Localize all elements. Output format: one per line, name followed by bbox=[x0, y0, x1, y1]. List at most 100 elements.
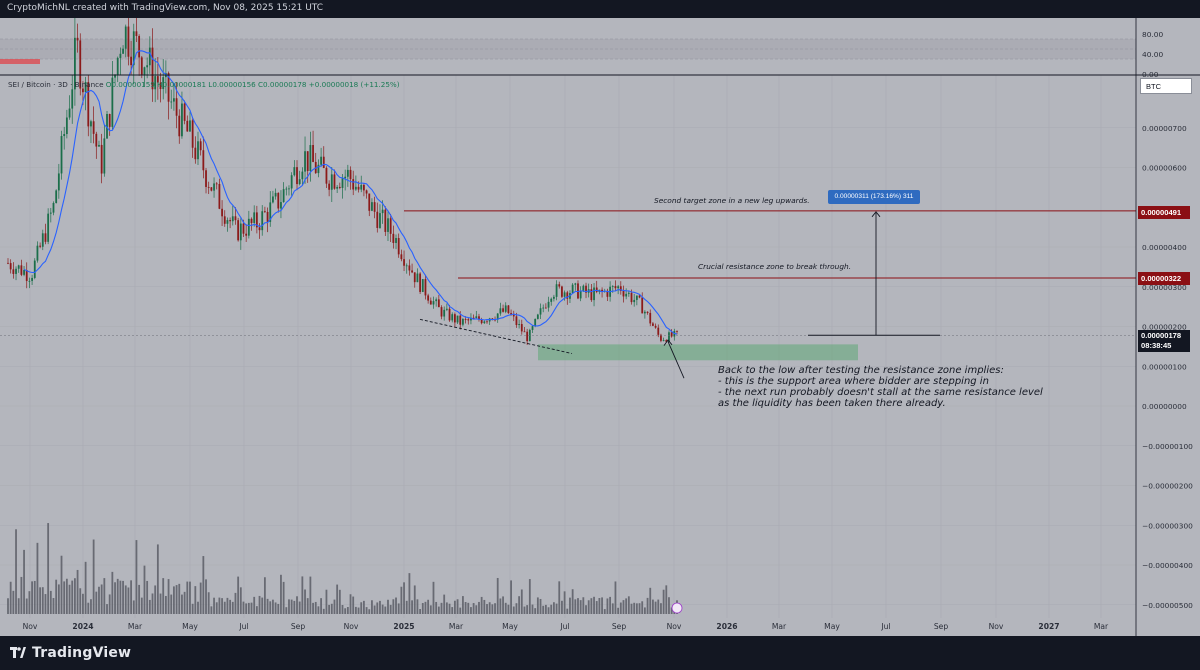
volume-bar bbox=[668, 597, 670, 614]
volume-bar bbox=[507, 604, 510, 614]
volume-bar bbox=[328, 604, 331, 614]
candle-body bbox=[12, 269, 15, 274]
candle-body bbox=[662, 340, 665, 341]
candle-body bbox=[619, 286, 622, 291]
volume-bar bbox=[459, 607, 462, 614]
volume-bar bbox=[122, 580, 124, 614]
volume-bar bbox=[100, 584, 103, 614]
volume-bar bbox=[274, 602, 277, 614]
candle-body bbox=[298, 179, 301, 185]
volume-bar bbox=[601, 597, 603, 614]
candle-body bbox=[585, 285, 587, 293]
volume-bar bbox=[306, 598, 309, 614]
volume-bar bbox=[475, 605, 478, 614]
chart-frame[interactable] bbox=[0, 18, 1200, 636]
volume-bar bbox=[320, 598, 322, 614]
volume-bar bbox=[625, 598, 628, 614]
time-axis-label: Jul bbox=[559, 622, 569, 631]
volume-bar bbox=[338, 589, 341, 614]
volume-bar bbox=[288, 599, 290, 614]
volume-bar bbox=[151, 593, 154, 614]
volume-bar bbox=[173, 586, 175, 614]
candle-body bbox=[57, 173, 60, 191]
volume-bar bbox=[132, 600, 135, 614]
candle-body bbox=[539, 308, 542, 315]
volume-bar bbox=[646, 597, 649, 614]
volume-bar bbox=[523, 606, 526, 614]
volume-bar bbox=[205, 579, 207, 614]
volume-bar bbox=[108, 594, 111, 614]
candle-body bbox=[108, 114, 111, 127]
candle-body bbox=[483, 321, 486, 324]
candle-body bbox=[71, 89, 74, 109]
rsi-axis-label: 80.00 bbox=[1142, 30, 1163, 39]
volume-bar bbox=[146, 580, 149, 614]
candle-body bbox=[183, 103, 186, 121]
volume-bar bbox=[609, 596, 611, 614]
volume-bar bbox=[28, 591, 31, 614]
candle-body bbox=[676, 330, 678, 332]
candle-body bbox=[472, 317, 475, 319]
rsi-panel bbox=[0, 38, 1136, 64]
candle-body bbox=[290, 175, 293, 189]
target-price-tag: 0.00000491 bbox=[1138, 206, 1190, 219]
candle-body bbox=[579, 290, 582, 299]
candle-body bbox=[379, 213, 381, 228]
volume-bar bbox=[574, 599, 577, 614]
volume-bar bbox=[202, 556, 205, 614]
volume-bar bbox=[250, 602, 253, 614]
volume-bar bbox=[237, 576, 240, 614]
volume-bar bbox=[15, 529, 17, 614]
candle-body bbox=[413, 272, 416, 283]
volume-bar bbox=[528, 579, 531, 614]
candle-body bbox=[255, 212, 258, 228]
volume-bar bbox=[349, 594, 352, 614]
volume-bar bbox=[49, 590, 52, 614]
candle-body bbox=[282, 189, 285, 203]
volume-bar bbox=[561, 600, 563, 614]
candle-body bbox=[162, 77, 165, 90]
volume-bar bbox=[116, 578, 119, 614]
chart-canvas[interactable]: 0.00000700 0.00000600 0.00000400 0.00000300… bbox=[0, 18, 1200, 636]
candle-body bbox=[280, 202, 282, 209]
candle-body bbox=[502, 308, 504, 312]
volume-bar bbox=[229, 599, 232, 614]
volume-bar bbox=[598, 598, 601, 614]
candle-body bbox=[17, 265, 20, 269]
volume-bar bbox=[660, 603, 662, 614]
volume-bar bbox=[488, 602, 491, 614]
volume-bar bbox=[57, 584, 60, 614]
volume-bar bbox=[413, 585, 416, 614]
volume-bar bbox=[55, 579, 58, 614]
legend-symbol[interactable]: SEI / Bitcoin · 3D · Binance bbox=[8, 80, 104, 89]
annotation-resistance: Crucial resistance zone to break through… bbox=[698, 262, 852, 271]
volume-bar bbox=[384, 606, 387, 614]
volume-bar bbox=[440, 602, 443, 614]
tradingview-logo[interactable]: TradingView bbox=[10, 645, 131, 661]
volume-bar bbox=[341, 604, 344, 614]
volume-bar bbox=[317, 606, 320, 614]
volume-bar bbox=[199, 582, 202, 614]
candle-body bbox=[389, 218, 392, 234]
candle-body bbox=[627, 292, 630, 294]
volume-bar bbox=[411, 600, 413, 614]
tradingview-logo-icon bbox=[10, 647, 26, 658]
price-axis-label: 0.00000300 bbox=[1142, 283, 1187, 292]
last-price-tag: 0.00000178 08:38:45 bbox=[1138, 330, 1190, 352]
volume-bar bbox=[542, 605, 545, 614]
volume-bar bbox=[31, 581, 33, 614]
event-marker-icon bbox=[671, 602, 683, 614]
candle-body bbox=[9, 263, 12, 270]
time-axis-label: Nov bbox=[989, 622, 1004, 631]
candle-body bbox=[437, 299, 440, 308]
measure-label: 0.00000311 (173.16%) 311 bbox=[828, 190, 920, 204]
currency-button[interactable]: BTC bbox=[1140, 78, 1192, 94]
volume-bar bbox=[590, 598, 593, 614]
candle-body bbox=[515, 316, 518, 326]
volume-bar bbox=[577, 598, 579, 614]
candle-body bbox=[124, 26, 127, 49]
chart-legend: SEI / Bitcoin · 3D · Binance O0.00000159… bbox=[8, 80, 400, 89]
time-axis-label: Nov bbox=[23, 622, 38, 631]
candle-body bbox=[462, 319, 464, 325]
candle-body bbox=[156, 76, 159, 83]
